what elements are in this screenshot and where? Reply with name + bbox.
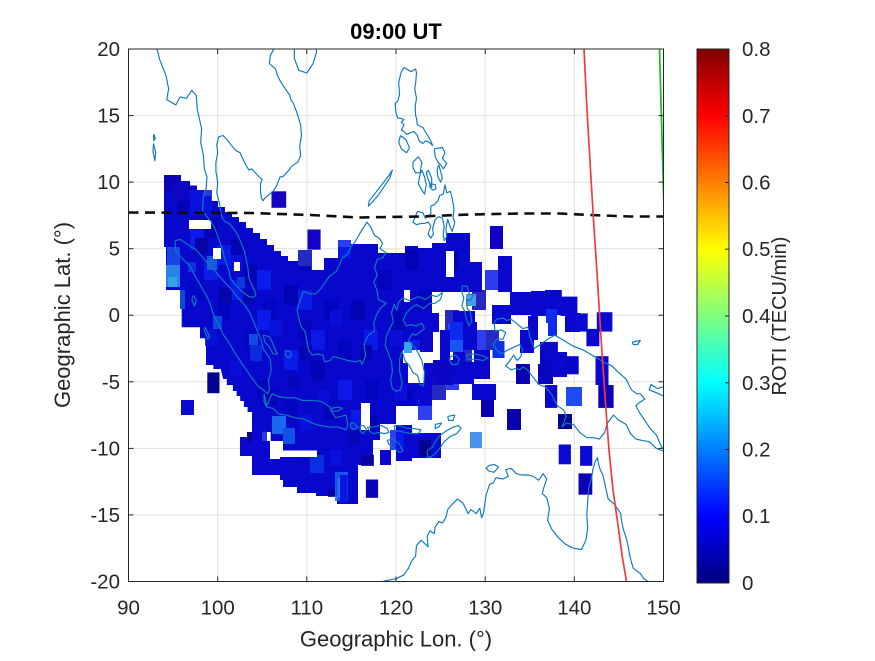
svg-text:120: 120 — [379, 597, 413, 620]
svg-text:20: 20 — [97, 38, 120, 61]
svg-text:0.2: 0.2 — [742, 439, 771, 462]
svg-text:-5: -5 — [102, 371, 120, 394]
svg-text:0.1: 0.1 — [742, 505, 771, 528]
svg-text:110: 110 — [290, 597, 323, 620]
svg-text:09:00 UT: 09:00 UT — [350, 19, 442, 44]
svg-text:0.6: 0.6 — [742, 172, 771, 195]
svg-text:0: 0 — [742, 572, 753, 595]
svg-text:0: 0 — [109, 304, 120, 327]
svg-text:100: 100 — [201, 597, 235, 620]
svg-text:150: 150 — [646, 597, 680, 620]
svg-text:90: 90 — [117, 597, 140, 620]
svg-text:10: 10 — [97, 171, 120, 194]
svg-text:Geographic Lon. (°): Geographic Lon. (°) — [300, 627, 492, 652]
svg-text:-10: -10 — [90, 437, 120, 460]
svg-text:0.7: 0.7 — [742, 105, 771, 128]
svg-text:0.8: 0.8 — [742, 38, 771, 61]
svg-text:-20: -20 — [90, 571, 120, 594]
svg-text:0.3: 0.3 — [742, 372, 771, 395]
svg-text:15: 15 — [97, 105, 120, 128]
svg-text:130: 130 — [468, 597, 502, 620]
svg-text:0.5: 0.5 — [742, 238, 771, 261]
svg-text:Geographic Lat. (°): Geographic Lat. (°) — [50, 222, 75, 408]
svg-text:ROTI (TECU/min): ROTI (TECU/min) — [769, 237, 791, 396]
svg-text:140: 140 — [557, 597, 591, 620]
svg-text:0.4: 0.4 — [742, 305, 771, 328]
svg-text:-15: -15 — [90, 504, 120, 527]
svg-text:5: 5 — [109, 238, 120, 261]
